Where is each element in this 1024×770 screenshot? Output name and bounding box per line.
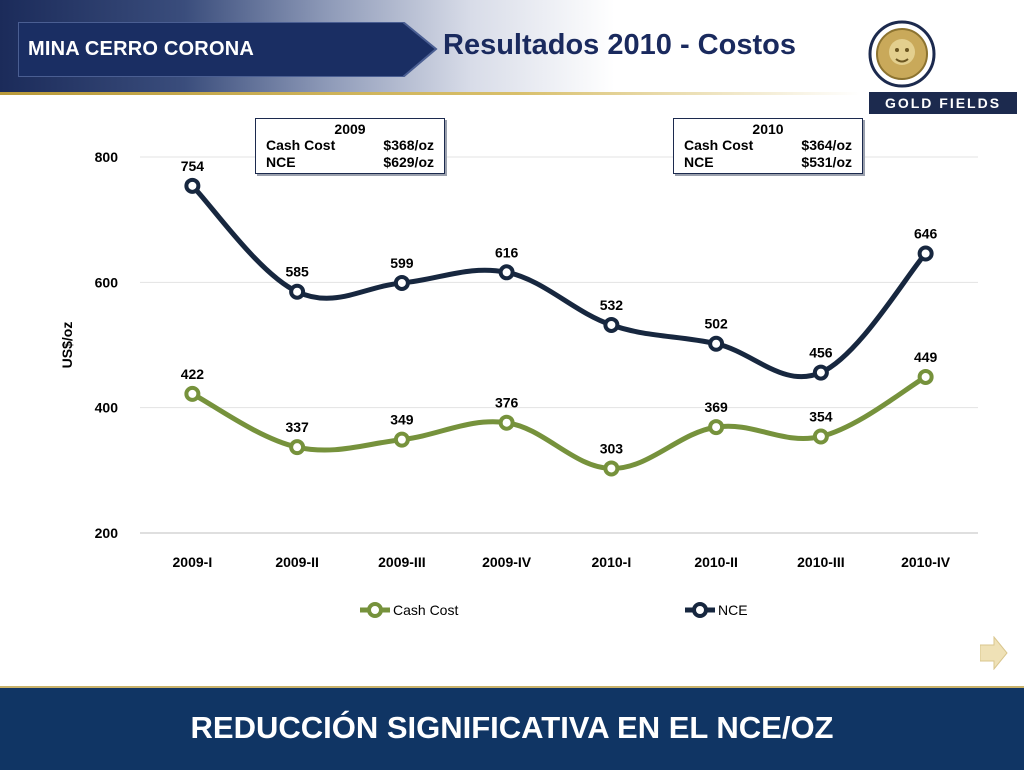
y-tick-label: 200 — [95, 525, 119, 541]
cash-cost-data-point — [393, 431, 410, 448]
nce-data-point — [393, 274, 410, 291]
chart-series — [184, 177, 934, 477]
cash-cost-data-label: 337 — [285, 419, 309, 435]
summary-box-2010: 2010 Cash Cost $364/oz NCE $531/oz — [673, 118, 863, 174]
nce-legend-label: NCE — [718, 602, 748, 618]
x-tick-label: 2010-III — [797, 554, 844, 570]
cash-cost-data-label: 422 — [181, 366, 205, 382]
nce-data-label: 646 — [914, 226, 938, 242]
nce-data-label: 532 — [600, 297, 624, 313]
x-tick-label: 2009-I — [173, 554, 213, 570]
x-tick-label: 2009-IV — [482, 554, 532, 570]
nce-label: NCE — [684, 154, 714, 170]
mine-label: MINA CERRO CORONA — [28, 38, 254, 60]
next-arrow-icon[interactable] — [979, 635, 1008, 675]
x-tick-label: 2009-II — [275, 554, 319, 570]
cash-cost-data-point — [812, 428, 829, 445]
cash-cost-data-point — [184, 385, 201, 402]
header-accent-line — [0, 92, 860, 95]
cash-cost-legend-marker — [367, 602, 383, 618]
cash-cost-data-label: 449 — [914, 349, 938, 365]
chart-legend: Cash Cost NCE — [360, 602, 748, 618]
y-axis-label: US$/oz — [59, 322, 75, 369]
cash-cost-label: Cash Cost — [684, 137, 754, 153]
cash-cost-legend-label: Cash Cost — [393, 602, 458, 618]
y-axis-ticks: 200 400 600 800 — [95, 149, 119, 541]
cash-cost-data-label: 369 — [704, 399, 728, 415]
nce-value: $531/oz — [801, 154, 852, 170]
nce-data-point — [603, 316, 620, 333]
y-tick-label: 800 — [95, 149, 119, 165]
summary-box-2009: 2009 Cash Cost $368/oz NCE $629/oz — [255, 118, 445, 174]
x-axis-ticks: 2009-I 2009-II 2009-III 2009-IV 2010-I 2010-I… — [173, 554, 951, 570]
data-labels: 422 337 349 376 303 369 354 449 754 585 599 616 532 5… — [181, 158, 938, 457]
x-tick-label: 2010-IV — [901, 554, 951, 570]
cash-cost-data-label: 303 — [600, 440, 624, 456]
cash-cost-data-point — [917, 368, 934, 385]
cash-cost-data-label: 376 — [495, 395, 519, 411]
nce-data-label: 616 — [495, 244, 519, 260]
cash-cost-value: $368/oz — [383, 137, 434, 153]
footer-band — [0, 686, 1024, 770]
nce-data-point — [184, 177, 201, 194]
slide-title: Resultados 2010 - Costos — [443, 29, 796, 61]
cash-cost-data-label: 349 — [390, 412, 414, 428]
cash-cost-value: $364/oz — [801, 137, 852, 153]
nce-data-point — [708, 335, 725, 352]
summary-year: 2009 — [334, 121, 366, 137]
x-tick-label: 2010-I — [592, 554, 632, 570]
cash-cost-data-point — [603, 460, 620, 477]
nce-data-label: 456 — [809, 345, 833, 361]
cash-cost-data-point — [289, 439, 306, 456]
y-tick-label: 400 — [95, 400, 119, 416]
nce-data-label: 754 — [181, 158, 205, 174]
y-tick-label: 600 — [95, 274, 119, 290]
nce-data-label: 599 — [390, 255, 414, 271]
nce-data-point — [812, 364, 829, 381]
nce-value: $629/oz — [383, 154, 434, 170]
nce-data-label: 585 — [285, 264, 309, 280]
cash-cost-data-point — [708, 419, 725, 436]
footer-message: REDUCCIÓN SIGNIFICATIVA EN EL NCE/OZ — [190, 710, 834, 745]
cash-cost-label: Cash Cost — [266, 137, 336, 153]
gold-fields-logo: GOLD FIELDS — [869, 92, 1017, 114]
nce-data-point — [917, 245, 934, 262]
nce-legend-marker — [692, 602, 708, 618]
x-tick-label: 2009-III — [378, 554, 425, 570]
cash-cost-data-point — [498, 414, 515, 431]
cost-line-chart: 200 400 600 800 US$/oz 2009-I 2009-II 2009-II… — [59, 149, 978, 618]
lion-emblem-icon — [868, 20, 936, 93]
nce-data-point — [289, 283, 306, 300]
nce-data-point — [498, 264, 515, 281]
mine-label-banner — [18, 22, 438, 77]
cash-cost-data-label: 354 — [809, 408, 833, 424]
nce-data-label: 502 — [704, 316, 728, 332]
summary-year: 2010 — [752, 121, 784, 137]
nce-label: NCE — [266, 154, 296, 170]
x-tick-label: 2010-II — [694, 554, 738, 570]
